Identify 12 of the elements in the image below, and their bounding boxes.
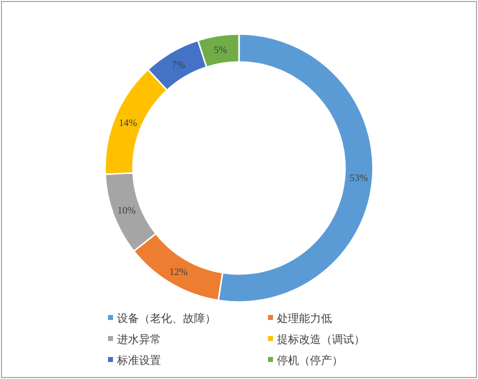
legend-label: 进水异常: [117, 333, 161, 346]
data-label: 53%: [349, 172, 368, 184]
data-label: 7%: [172, 60, 186, 71]
data-label: 12%: [169, 267, 188, 278]
legend-label: 设备（老化、故障）: [117, 312, 216, 325]
legend-label: 停机（停产）: [277, 354, 343, 367]
data-label: 14%: [118, 118, 138, 130]
legend-label: 标准设置: [116, 354, 161, 367]
data-label: 10%: [117, 206, 136, 217]
data-label: 5%: [214, 44, 228, 56]
legend-label: 处理能力低: [277, 312, 332, 325]
legend-label: 提标改造（调试）: [277, 333, 365, 346]
